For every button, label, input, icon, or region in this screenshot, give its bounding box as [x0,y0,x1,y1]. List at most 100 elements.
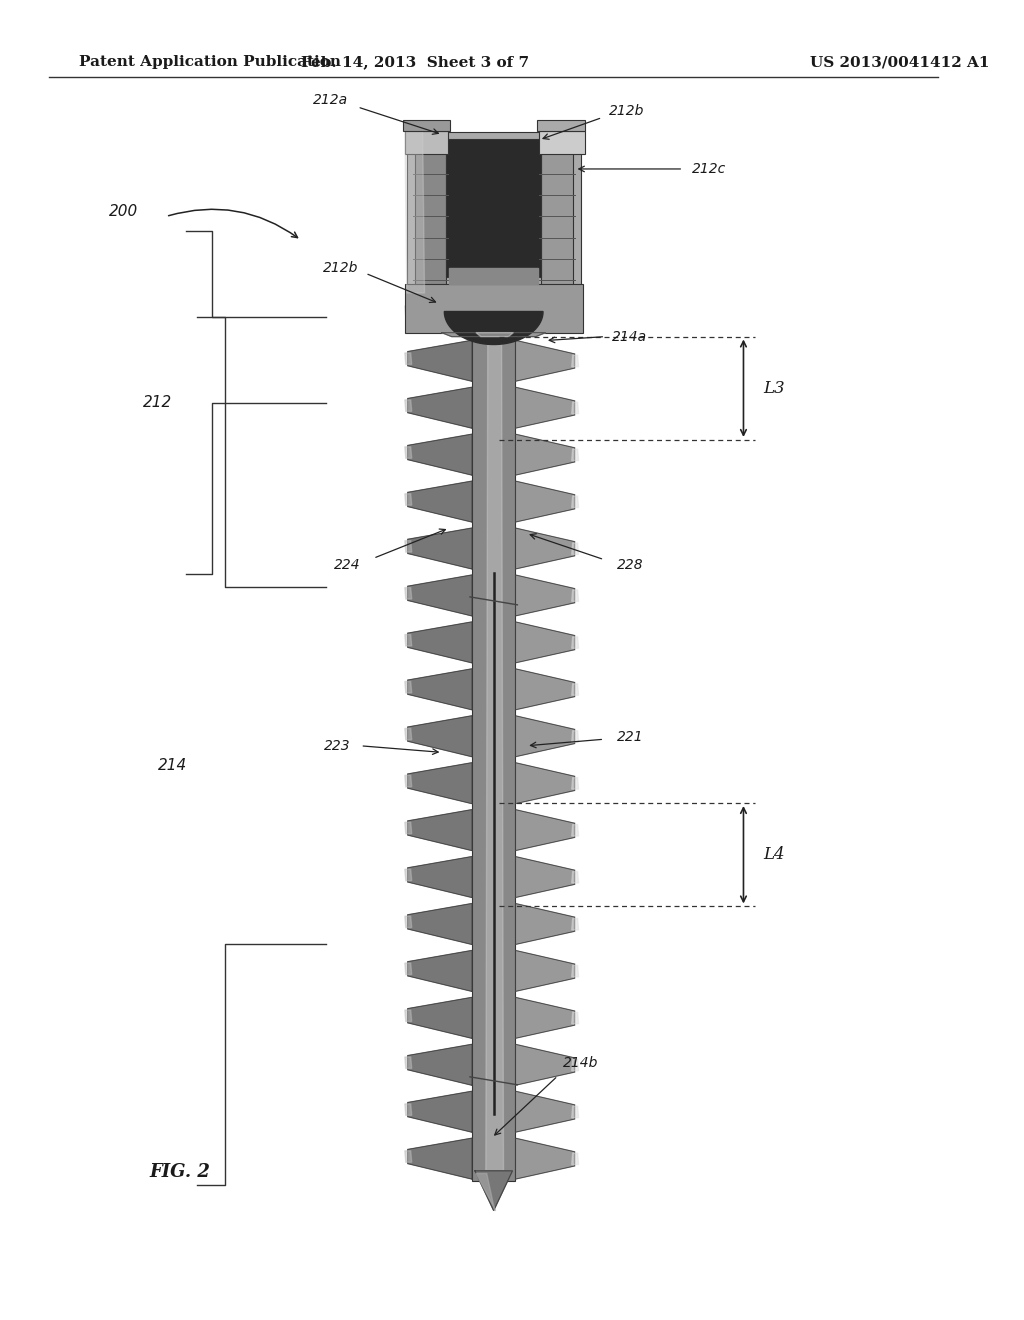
Polygon shape [408,434,472,475]
Polygon shape [515,904,574,944]
Polygon shape [515,669,574,710]
Bar [538,120,585,131]
Polygon shape [444,312,543,345]
Polygon shape [475,1171,512,1210]
Polygon shape [408,1138,472,1179]
Polygon shape [404,681,412,693]
Polygon shape [571,731,579,742]
Polygon shape [408,387,472,428]
Text: Feb. 14, 2013  Sheet 3 of 7: Feb. 14, 2013 Sheet 3 of 7 [301,55,528,70]
Bar [402,120,451,131]
Polygon shape [571,1154,579,1164]
Bar [446,139,541,277]
Polygon shape [515,1044,574,1085]
Text: Patent Application Publication: Patent Application Publication [79,55,341,70]
Polygon shape [515,857,574,898]
Polygon shape [408,482,472,521]
Text: 224: 224 [334,558,360,572]
Bar [404,284,583,333]
Bar [539,131,585,154]
Polygon shape [515,576,574,616]
Polygon shape [404,587,412,599]
Polygon shape [404,352,412,364]
Polygon shape [404,1104,412,1115]
Polygon shape [404,729,412,739]
Text: 212b: 212b [323,261,358,275]
Polygon shape [571,403,579,413]
Polygon shape [571,1106,579,1118]
Polygon shape [571,449,579,461]
Text: 212b: 212b [609,104,645,117]
Polygon shape [571,496,579,507]
Polygon shape [515,763,574,804]
Polygon shape [515,434,574,475]
Polygon shape [404,400,412,412]
Text: 212c: 212c [692,162,726,176]
Polygon shape [571,965,579,977]
Polygon shape [408,669,472,710]
Polygon shape [404,1151,412,1162]
Polygon shape [404,635,412,645]
Polygon shape [408,763,472,804]
Bar [415,139,446,290]
Polygon shape [408,293,472,334]
Polygon shape [450,268,538,284]
Text: 214: 214 [158,758,187,774]
Polygon shape [571,1012,579,1024]
Polygon shape [571,309,579,319]
Polygon shape [571,355,579,367]
Text: 223: 223 [325,739,351,752]
Polygon shape [408,715,472,756]
Polygon shape [408,1044,472,1085]
Polygon shape [404,822,412,834]
Polygon shape [476,333,513,337]
Text: 212a: 212a [313,94,348,107]
Polygon shape [571,777,579,789]
Polygon shape [408,998,472,1039]
Polygon shape [408,857,472,898]
Polygon shape [408,528,472,569]
Polygon shape [408,950,472,991]
Polygon shape [408,622,472,663]
Polygon shape [404,494,412,506]
Text: L4: L4 [763,846,784,863]
Polygon shape [515,998,574,1039]
Polygon shape [515,528,574,569]
Polygon shape [408,904,472,944]
Polygon shape [571,543,579,554]
Polygon shape [404,775,412,787]
Polygon shape [476,1173,496,1210]
Polygon shape [515,622,574,663]
Polygon shape [515,1138,574,1179]
Polygon shape [515,387,574,428]
Polygon shape [404,123,425,293]
Polygon shape [404,916,412,928]
Polygon shape [485,337,504,1181]
Polygon shape [571,825,579,836]
Bar [472,337,515,1181]
Polygon shape [404,306,412,317]
Polygon shape [571,684,579,696]
Text: 214a: 214a [612,330,647,343]
Polygon shape [571,919,579,929]
Polygon shape [515,950,574,991]
Polygon shape [571,590,579,602]
Polygon shape [515,809,574,850]
Polygon shape [404,1010,412,1022]
Text: 221: 221 [616,730,643,743]
Text: 214b: 214b [563,1056,598,1069]
Text: 212: 212 [143,395,173,411]
Polygon shape [404,1057,412,1068]
Bar [404,131,449,154]
Polygon shape [515,1092,574,1133]
Text: L3: L3 [763,380,784,397]
Polygon shape [408,1092,472,1133]
Text: 200: 200 [109,203,138,219]
Polygon shape [408,341,472,381]
Bar [541,139,572,290]
Polygon shape [515,715,574,756]
Polygon shape [408,576,472,616]
Polygon shape [515,293,574,334]
Text: US 2013/0041412 A1: US 2013/0041412 A1 [810,55,989,70]
Polygon shape [404,446,412,458]
